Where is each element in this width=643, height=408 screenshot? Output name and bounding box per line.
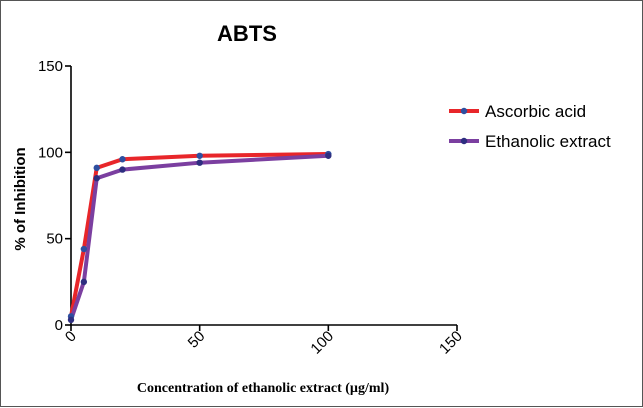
- legend-marker: [460, 137, 468, 145]
- legend-marker: [460, 107, 468, 115]
- data-point: [119, 156, 126, 163]
- data-point: [67, 316, 75, 324]
- x-tick-label: 100: [307, 328, 337, 358]
- y-tick-label: 50: [46, 231, 63, 248]
- legend-label: Ethanolic extract: [485, 132, 611, 151]
- x-tick-label: 50: [185, 328, 209, 352]
- data-point: [196, 152, 203, 159]
- y-tick-label: 100: [38, 144, 63, 161]
- axes: [70, 66, 457, 326]
- y-ticks: 0 50 100 150: [38, 58, 71, 334]
- legend-label: Ascorbic acid: [485, 102, 586, 121]
- data-point: [119, 166, 126, 173]
- series-layer: [67, 150, 332, 324]
- legend: Ascorbic acid Ethanolic extract: [449, 102, 611, 151]
- series-line-2: [69, 153, 331, 322]
- data-point: [93, 175, 100, 182]
- data-point: [80, 245, 88, 253]
- y-tick-label: 150: [38, 58, 63, 75]
- series-line-1: [69, 152, 331, 319]
- x-tick-label: 150: [436, 328, 466, 358]
- y-tick-label: 0: [55, 317, 63, 334]
- data-point: [80, 278, 88, 286]
- y-axis-label: % of Inhibition: [12, 147, 29, 250]
- data-point: [93, 164, 100, 172]
- chart-title: ABTS: [217, 21, 277, 46]
- x-ticks: 0 50 100 150: [62, 325, 466, 358]
- data-point: [325, 152, 332, 159]
- data-point: [196, 159, 203, 166]
- x-axis-label: Concentration of ethanolic extract (µg/m…: [137, 381, 390, 396]
